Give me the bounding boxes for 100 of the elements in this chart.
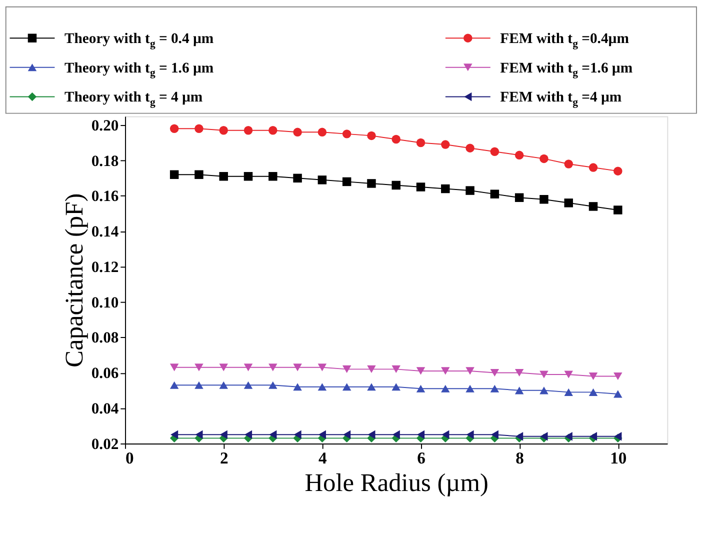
x-tick-label: 8 [516,448,524,468]
point [540,386,548,394]
point [342,130,352,138]
x-tick-label: 4 [318,448,327,468]
y-axis-title: Capacitance (pF) [60,193,89,368]
point [194,364,204,372]
point [392,134,400,144]
point [170,381,179,389]
y-tick-label: 0.02 [91,436,119,453]
point [466,186,474,195]
point [588,163,598,172]
point [614,372,622,380]
y-tick-label: 0.12 [91,258,119,276]
point [416,430,425,440]
point [466,384,474,392]
point [244,430,252,440]
point [392,383,400,391]
point [490,430,498,440]
y-tick-label: 0.18 [91,152,119,170]
point [614,206,622,214]
point [268,381,278,389]
point [392,365,400,373]
y-tick-label: 0.06 [91,365,119,382]
y-tick-label: 0.04 [91,400,119,418]
point [442,430,450,440]
x-tick-label: 10 [610,448,627,468]
point [318,430,326,440]
point [540,195,548,204]
point [244,381,253,389]
point [466,430,474,440]
point [194,381,204,389]
point [293,364,302,372]
point [540,370,548,378]
point [514,368,524,377]
point [416,367,426,375]
x-axis-title: Hole Radius (µm) [304,468,488,497]
point [614,390,622,398]
point [490,368,500,377]
point [392,180,400,190]
point [294,430,302,440]
x-tick-label: 6 [417,448,426,468]
point [441,367,450,375]
point [466,144,474,152]
point [367,383,376,391]
point [219,364,228,372]
point [490,147,500,156]
point [367,179,376,188]
point [441,184,450,194]
point [170,364,179,372]
x-tick-label: 2 [220,448,228,468]
point [490,190,500,198]
point [293,128,302,137]
point [392,430,400,440]
point [318,383,327,391]
point [293,383,302,391]
point [342,365,352,373]
point [564,160,573,168]
point [318,364,327,372]
point [342,383,352,391]
point [268,126,278,135]
point [170,124,179,133]
y-tick-label: 0.14 [91,224,119,241]
point [367,365,376,373]
point [194,170,204,179]
point [244,172,253,181]
point [368,430,376,440]
point [514,193,524,202]
point [244,364,253,372]
point [588,202,598,211]
point [466,367,474,375]
point [343,430,351,440]
point [244,126,253,135]
point [540,154,548,164]
point [220,430,228,440]
point [514,386,524,394]
point [564,370,573,378]
y-tick-label: 0.16 [91,188,119,206]
point [514,150,524,160]
point [367,131,376,140]
y-tick-label: 0.10 [91,294,119,312]
point [416,182,426,192]
point [614,166,622,176]
point [441,140,450,149]
x-tick-label: 0 [126,448,134,468]
point [416,138,426,148]
point [564,388,573,396]
point [170,430,178,440]
point [342,177,352,186]
point [219,172,228,181]
y-tick-label: 0.20 [91,117,119,134]
point [268,364,278,372]
point [269,430,277,440]
point [416,384,426,392]
point [441,384,450,392]
point [564,198,573,208]
point [170,170,179,179]
point [318,128,327,137]
point [588,372,598,380]
point [293,174,302,183]
point [194,124,204,133]
